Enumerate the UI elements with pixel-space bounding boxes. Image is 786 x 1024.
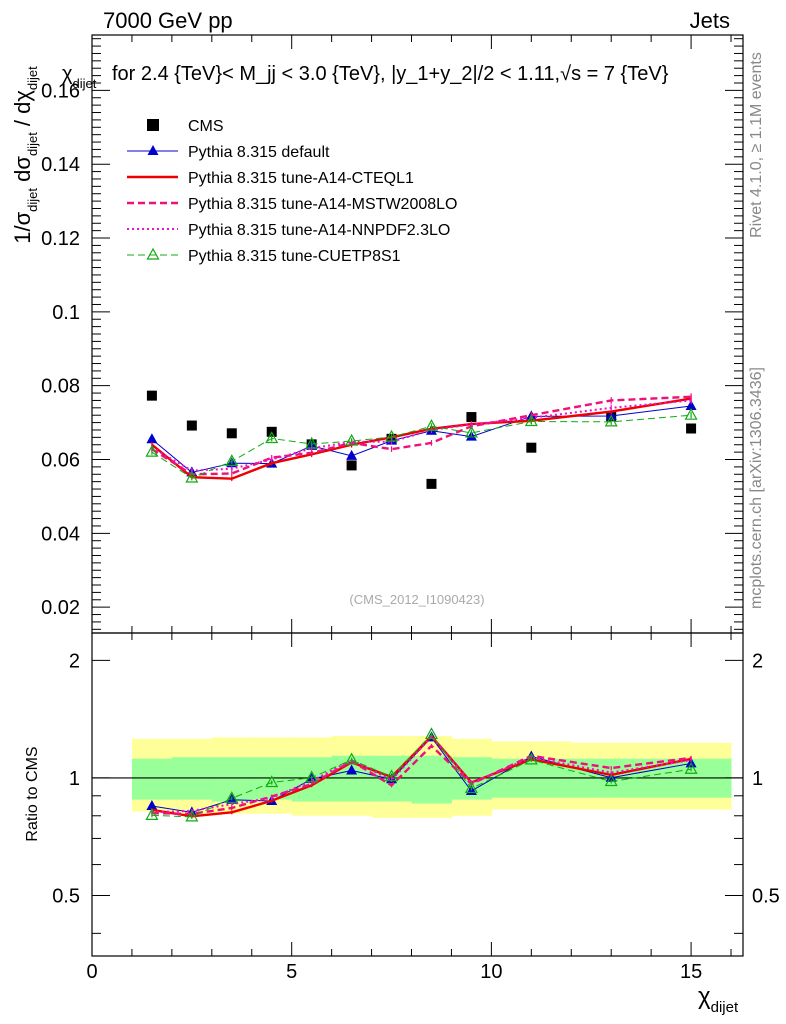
main-series-group bbox=[145, 390, 698, 489]
y-tick-label-ratio-right: 0.5 bbox=[752, 886, 780, 908]
legend-label: Pythia 8.315 tune-A14-MSTW2008LO bbox=[188, 196, 457, 213]
ratio-band-green bbox=[211, 757, 253, 802]
series-line-main-pythia-8-315-tune-cuetp8s1 bbox=[151, 414, 692, 479]
main-y-axis-label: 1/σdijet dσdijet / dχdijet bbox=[10, 66, 40, 244]
y-tick-label-ratio-right: 1 bbox=[752, 768, 763, 790]
plot-title: for 2.4 {TeV}< M_jj < 3.0 {TeV}, |y_1+y_… bbox=[112, 63, 669, 85]
x-axis-label: χdijet bbox=[698, 983, 739, 1016]
pythia-default-marker-main bbox=[346, 449, 358, 460]
legend-label: Pythia 8.315 tune-A14-CTEQL1 bbox=[188, 170, 414, 187]
header-energy-label: 7000 GeV pp bbox=[103, 8, 233, 33]
ratio-y-axis-label: Ratio to CMS bbox=[24, 746, 41, 841]
y-tick-label-main: 0.1 bbox=[52, 302, 80, 324]
y-tick-label-ratio: 0.5 bbox=[52, 886, 80, 908]
cuetp8s1-marker-main bbox=[604, 414, 618, 427]
y-tick-label-ratio: 1 bbox=[69, 768, 80, 790]
series-line-main-pythia-8-315-default bbox=[151, 405, 692, 473]
ratio-band-green bbox=[131, 758, 173, 800]
pythia-default-marker-main bbox=[146, 433, 158, 444]
pythia-default-marker-ratio bbox=[346, 764, 358, 775]
y-tick-label-main: 0.02 bbox=[41, 597, 80, 619]
cuetp8s1-marker-ratio bbox=[424, 727, 438, 740]
cuetp8s1-marker-ratio bbox=[305, 770, 319, 783]
cuetp8s1-marker-ratio bbox=[604, 774, 618, 787]
ratio-uncertainty-bands bbox=[92, 736, 743, 818]
analysis-watermark: (CMS_2012_I1090423) bbox=[349, 592, 484, 607]
cuetp8s1-marker-ratio bbox=[145, 808, 159, 820]
x-tick-label: 10 bbox=[480, 961, 502, 983]
cms-data-point-main bbox=[526, 442, 537, 453]
y-tick-label-main: 0.06 bbox=[41, 450, 80, 472]
cuetp8s1-marker-ratio bbox=[265, 775, 279, 788]
legend-label: Pythia 8.315 tune-CUETP8S1 bbox=[188, 248, 401, 265]
legend-entry-pythia-8-315-tune-a14-cteql1: Pythia 8.315 tune-A14-CTEQL1 bbox=[127, 170, 414, 187]
cms-data-point-main bbox=[226, 428, 237, 439]
legend-entry-pythia-8-315-tune-cuetp8s1: Pythia 8.315 tune-CUETP8S1 bbox=[127, 247, 401, 265]
mcplots-reference-label: mcplots.cern.ch [arXiv:1306.3436] bbox=[748, 367, 765, 609]
series-line-ratio-pythia-8-315-tune-cuetp8s1 bbox=[151, 733, 692, 818]
legend-marker-square bbox=[147, 119, 159, 131]
legend-marker-triangle-open bbox=[146, 247, 160, 260]
axis-ticks: 0 5 10 15 0.02 0.04 0.06 0.08 0.1 0.12 0.14 0.16 0.5… bbox=[41, 35, 780, 983]
pythia-default-marker-ratio bbox=[146, 800, 158, 811]
cuetp8s1-marker-main bbox=[684, 407, 698, 420]
ratio-series-group bbox=[145, 727, 698, 822]
y-tick-label-ratio: 2 bbox=[69, 650, 80, 672]
legend-entry-cms: CMS bbox=[147, 118, 224, 135]
cuetp8s1-marker-main bbox=[225, 454, 239, 466]
cuetp8s1-marker-ratio bbox=[464, 781, 478, 794]
ratio-panel-frame bbox=[91, 632, 744, 957]
x-tick-label: 15 bbox=[680, 961, 702, 983]
cms-data-point-main bbox=[686, 423, 697, 434]
y-tick-label-main: 0.04 bbox=[41, 523, 80, 545]
y-tick-label-main: 0.16 bbox=[41, 80, 80, 102]
cuetp8s1-marker-ratio bbox=[524, 752, 538, 765]
y-tick-label-main: 0.08 bbox=[41, 376, 80, 398]
svg-text:1/σdijet dσdijet / dχdijet: 1/σdijet dσdijet / dχdijet bbox=[10, 66, 40, 244]
cuetp8s1-marker-main bbox=[385, 429, 399, 442]
cuetp8s1-marker-main bbox=[185, 470, 199, 483]
y-tick-label-ratio-right: 2 bbox=[752, 650, 763, 672]
rivet-version-label: Rivet 4.1.0, ≥ 1.1M events bbox=[748, 52, 765, 238]
cuetp8s1-marker-main bbox=[524, 414, 538, 427]
legend: CMS Pythia 8.315 default Pythia 8.315 tune… bbox=[127, 118, 457, 265]
series-line-main-pythia-8-315-tune-a14-cteql1 bbox=[151, 397, 692, 480]
legend-entry-pythia-8-315-tune-a14-mstw2008lo: Pythia 8.315 tune-A14-MSTW2008LO bbox=[127, 196, 457, 213]
y-tick-label-main: 0.14 bbox=[41, 154, 80, 176]
x-tick-label: 0 bbox=[86, 961, 97, 983]
cuetp8s1-marker-main bbox=[145, 444, 159, 457]
cuetp8s1-marker-ratio bbox=[385, 769, 399, 782]
cms-data-point-main bbox=[346, 460, 357, 471]
pythia-default-marker-main bbox=[685, 399, 697, 410]
cuetp8s1-marker-ratio bbox=[185, 809, 199, 822]
series-line-ratio-pythia-8-315-tune-a14-mstw2008lo bbox=[151, 744, 692, 816]
x-tick-label: 5 bbox=[286, 961, 297, 983]
legend-marker-triangle bbox=[147, 145, 159, 155]
legend-label: Pythia 8.315 tune-A14-NNPDF2.3LO bbox=[188, 222, 450, 239]
cuetp8s1-marker-ratio bbox=[684, 761, 698, 774]
cuetp8s1-marker-ratio bbox=[225, 791, 239, 803]
ratio-band-green bbox=[411, 755, 452, 804]
cms-data-point-main bbox=[426, 478, 437, 489]
cuetp8s1-marker-main bbox=[424, 419, 438, 431]
cms-data-point-main bbox=[466, 412, 477, 423]
cuetp8s1-marker-main bbox=[464, 425, 478, 438]
header-process-label: Jets bbox=[690, 8, 730, 33]
cuetp8s1-marker-main bbox=[305, 436, 319, 449]
cuetp8s1-marker-main bbox=[265, 431, 279, 444]
legend-entry-pythia-8-315-tune-a14-nnpdf2-3lo: Pythia 8.315 tune-A14-NNPDF2.3LO bbox=[127, 222, 450, 239]
cuetp8s1-marker-ratio bbox=[345, 752, 359, 765]
legend-label: CMS bbox=[188, 118, 224, 135]
legend-label: Pythia 8.315 default bbox=[188, 144, 330, 161]
series-line-ratio-pythia-8-315-tune-a14-nnpdf2-3lo bbox=[151, 735, 692, 814]
y-tick-label-main: 0.12 bbox=[41, 228, 80, 250]
cms-data-point-main bbox=[186, 420, 197, 431]
cuetp8s1-marker-main bbox=[345, 433, 359, 446]
legend-entry-pythia-8-315-default: Pythia 8.315 default bbox=[127, 144, 330, 161]
cms-data-point-main bbox=[146, 390, 157, 401]
series-line-main-pythia-8-315-tune-a14-mstw2008lo bbox=[151, 395, 692, 476]
